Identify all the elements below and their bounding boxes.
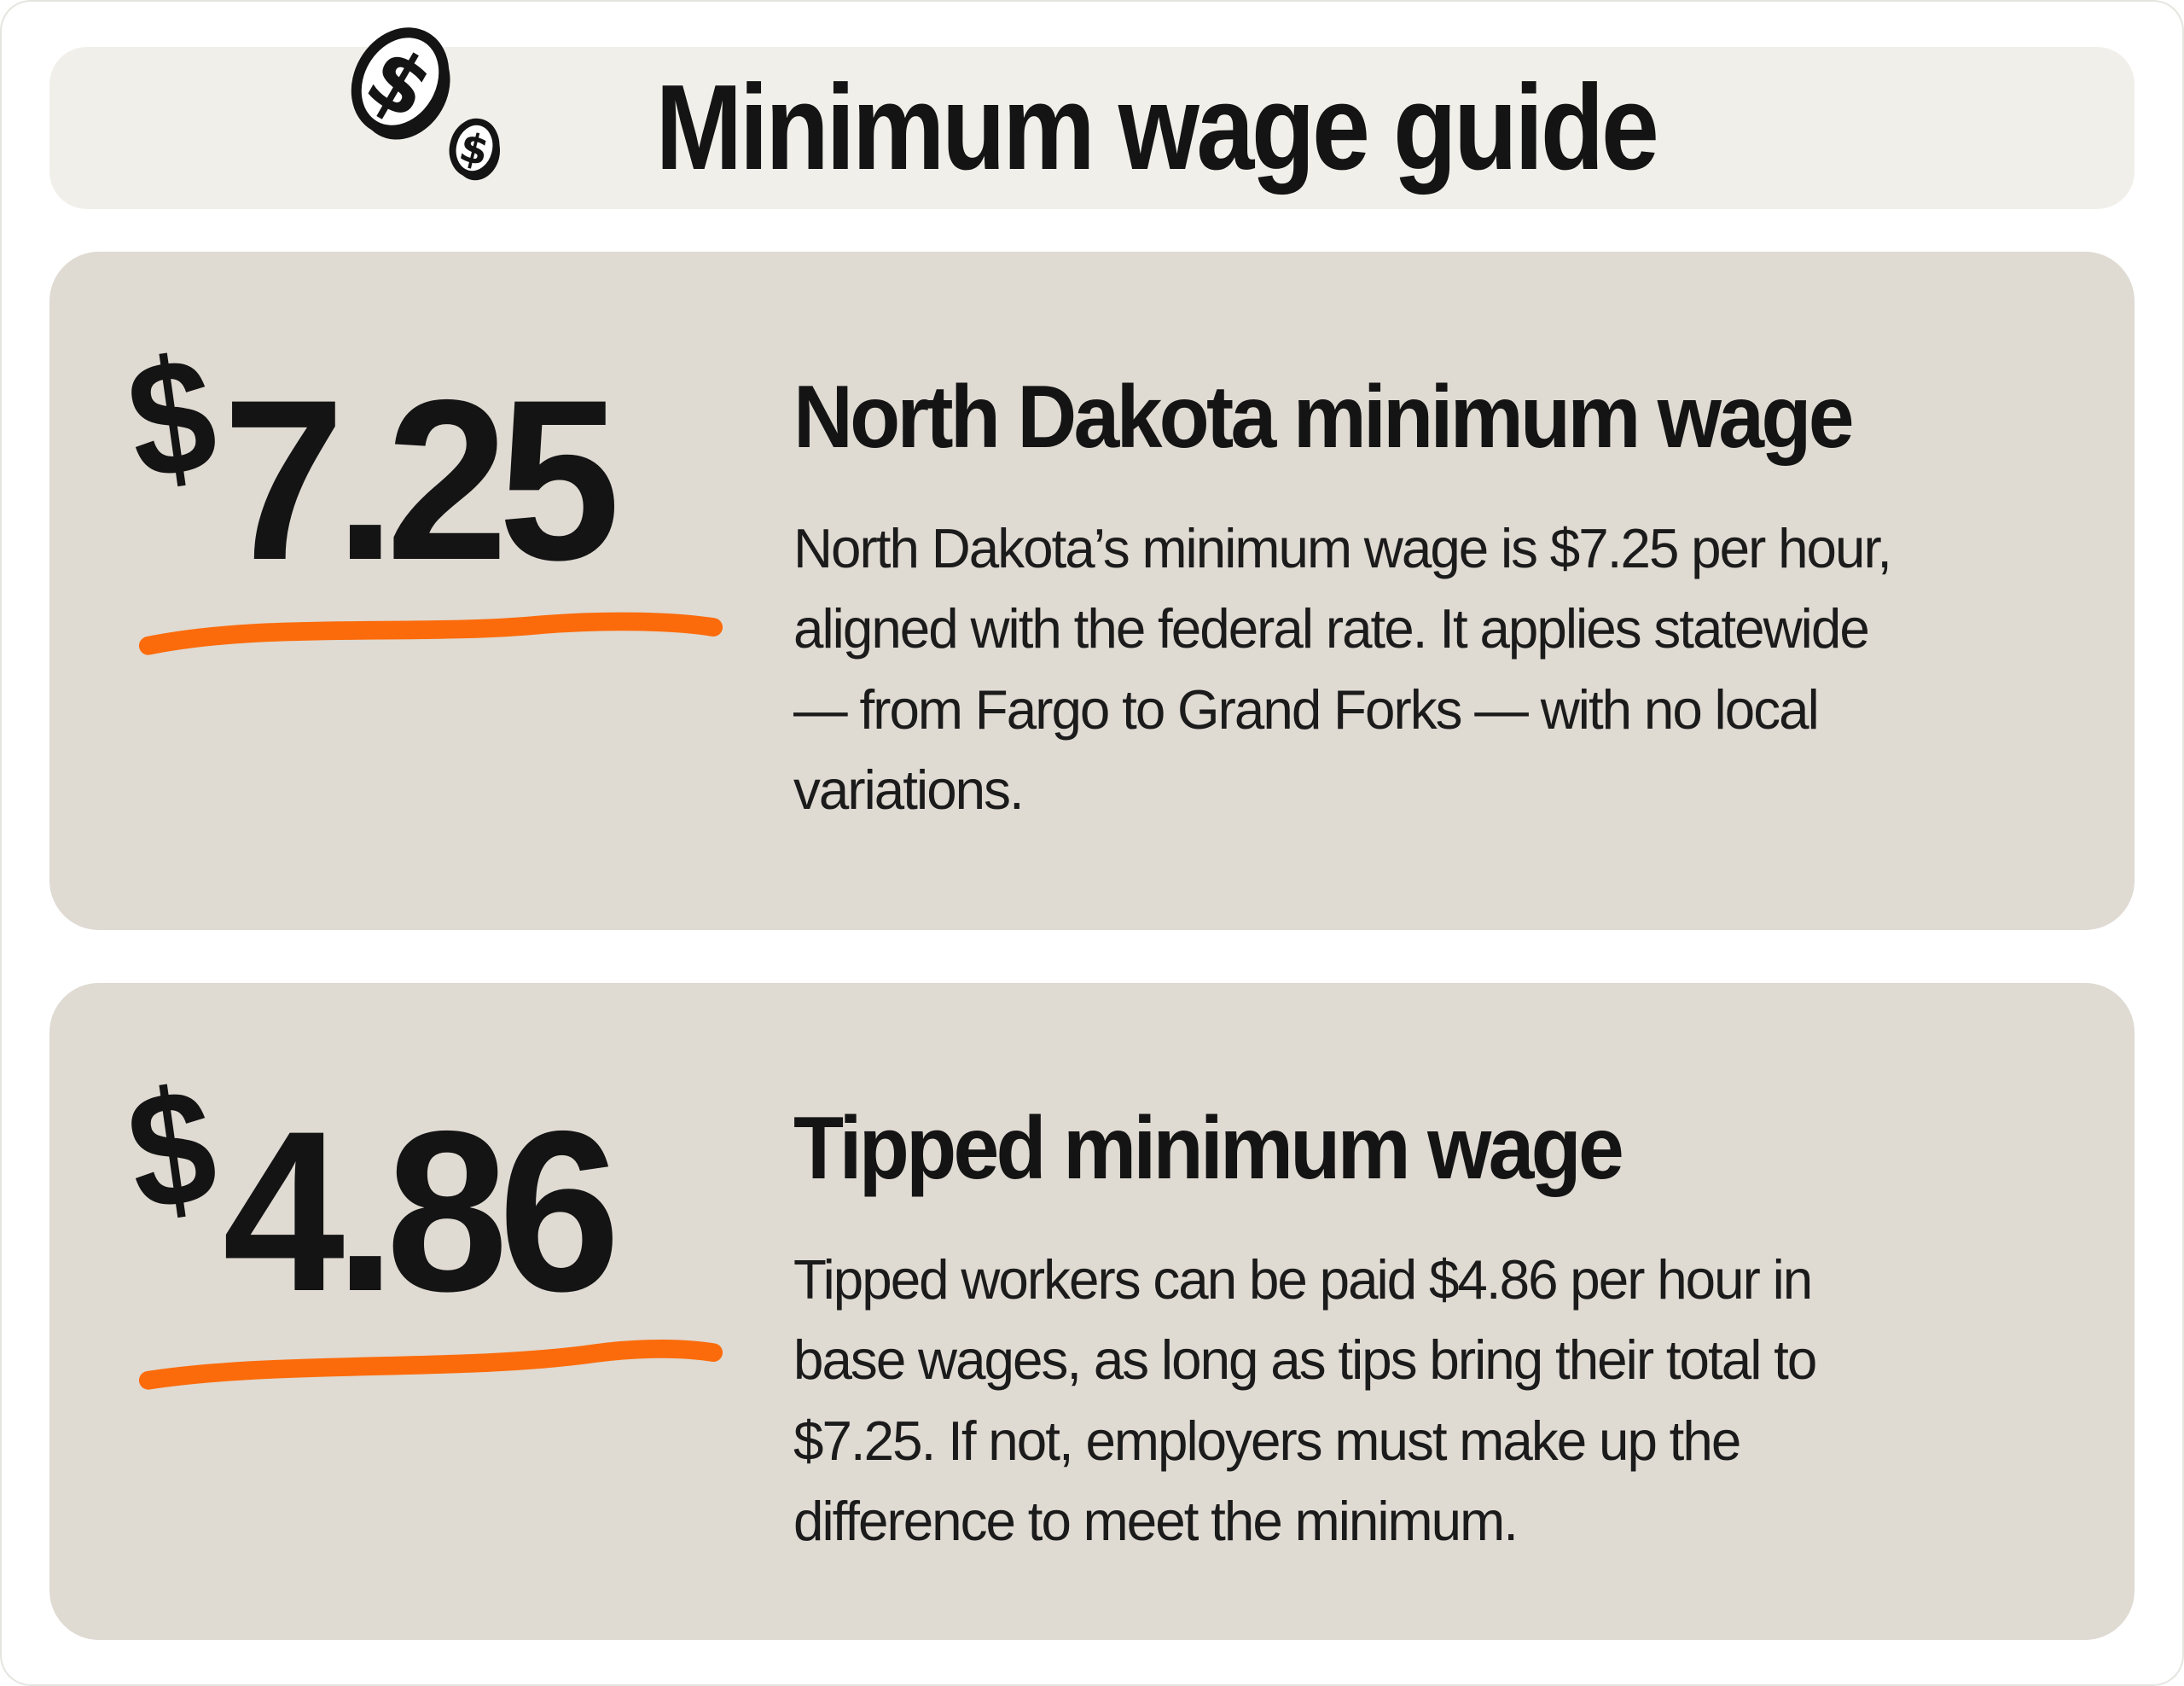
hand-drawn-underline <box>138 612 723 656</box>
page-title: Minimum wage guide <box>655 60 1659 195</box>
amount-value: 4.86 <box>222 1083 620 1339</box>
card-body-text: North Dakota’s minimum wage is $7.25 per… <box>793 517 1892 821</box>
card-heading: Tipped minimum wage <box>793 1099 1624 1198</box>
header-bar: $ $ Minimum wage guide <box>49 27 2135 209</box>
small-coin-icon: $ <box>449 118 501 181</box>
price-amount: $ 4.86 <box>118 1052 793 1339</box>
svg-text:$: $ <box>351 29 446 138</box>
card-state-minimum-wage: $ 7.25 North Dakota minimum wage North D… <box>49 252 2135 930</box>
dollar-sign: $ <box>117 1052 226 1246</box>
card-tipped-minimum-wage: $ 4.86 Tipped minimum wage Tipped worker… <box>49 983 2135 1640</box>
amount-column: $ 4.86 <box>49 983 793 1640</box>
card-body-text: Tipped workers can be paid $4.86 per hou… <box>793 1248 1817 1552</box>
dollar-sign: $ <box>117 321 226 515</box>
price-amount: $ 7.25 <box>118 321 793 608</box>
amount-value: 7.25 <box>222 352 620 608</box>
amount-column: $ 7.25 <box>49 252 793 930</box>
large-coin-icon: $ <box>351 27 450 140</box>
hand-drawn-underline <box>138 1340 723 1390</box>
dollar-coins-icon: $ $ <box>351 27 501 181</box>
text-column: Tipped minimum wage Tipped workers can b… <box>793 983 2135 1640</box>
card-heading: North Dakota minimum wage <box>793 368 1855 467</box>
svg-text:$: $ <box>455 124 493 176</box>
text-column: North Dakota minimum wage North Dakota’s… <box>793 252 2135 930</box>
